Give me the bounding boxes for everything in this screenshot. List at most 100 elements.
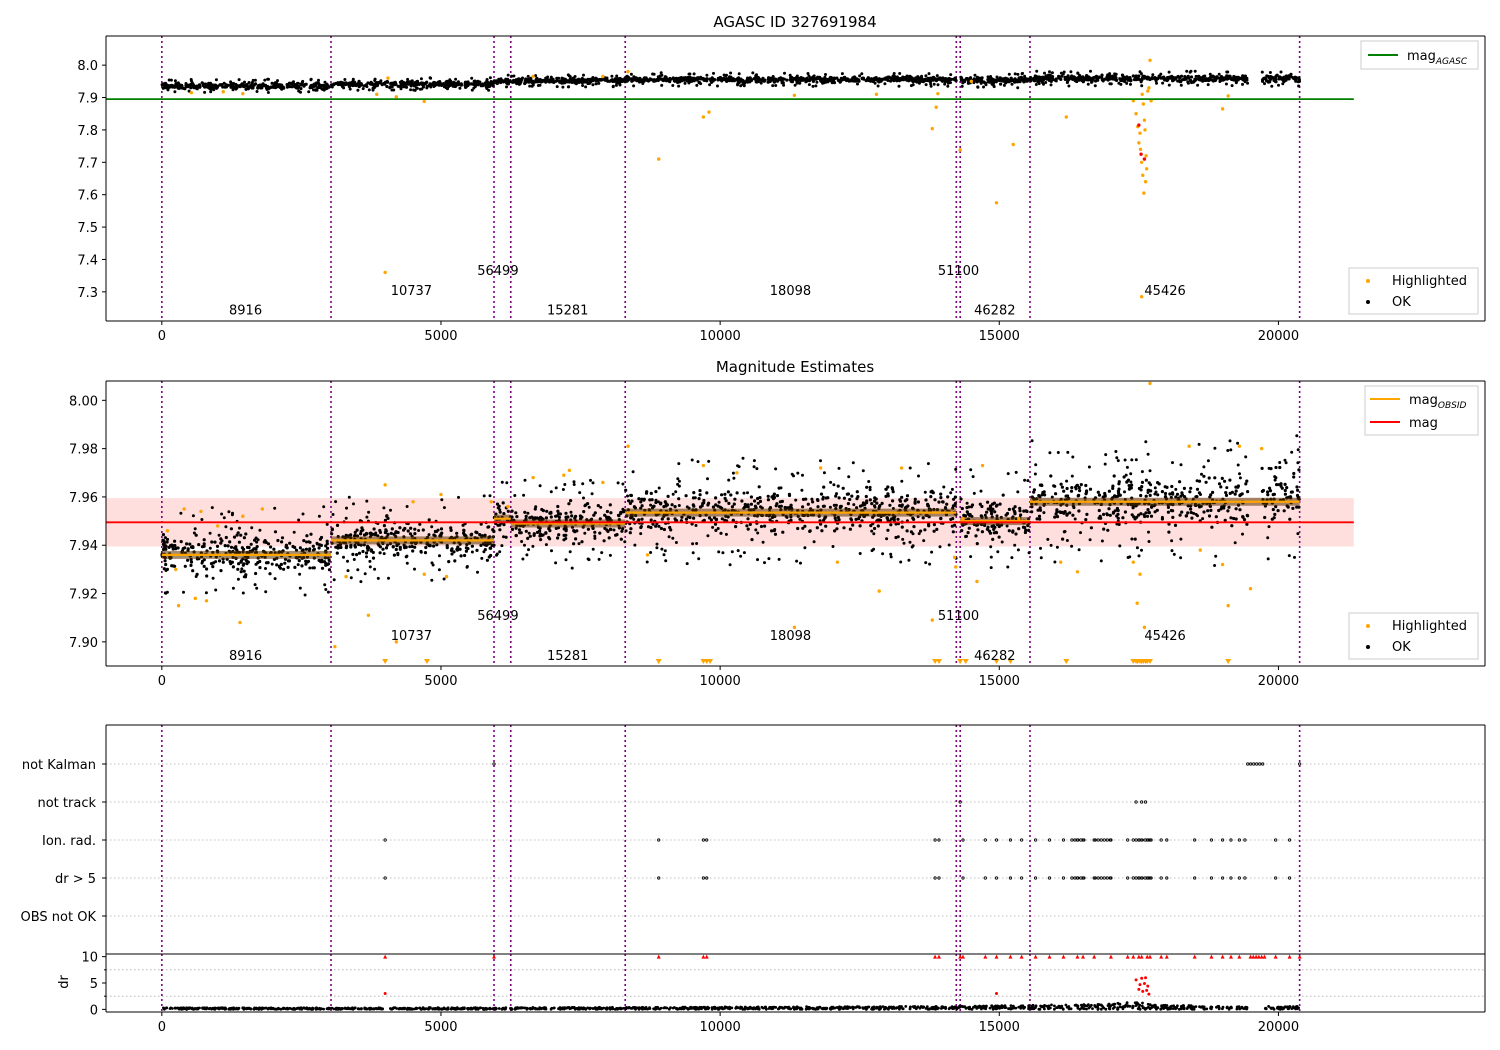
panel-agasc-ok-point: [664, 79, 669, 83]
panel-estimates-ok-point: [693, 496, 697, 500]
panel-estimates-ok-point: [1178, 480, 1182, 484]
panel-estimates-ok-point: [1013, 505, 1017, 509]
panel-estimates-ok-point: [980, 530, 985, 534]
panel-estimates-ok-point: [1071, 455, 1075, 459]
panel-estimates-ok-point: [524, 514, 528, 519]
panel-estimates-ok-point: [359, 532, 363, 536]
panel-agasc-ok-point: [555, 85, 559, 89]
panel-agasc-ok-point: [499, 77, 503, 81]
panel-estimates-ok-point: [1292, 475, 1296, 479]
panel-agasc-ok-point: [517, 77, 521, 81]
panel-agasc-ok-point: [798, 81, 802, 85]
panel-agasc-ok-point: [982, 85, 985, 89]
panel-estimates-ok-point: [1107, 489, 1111, 493]
panel-estimates-ok-point: [733, 497, 737, 501]
panel-agasc-ok-point: [1013, 72, 1017, 76]
panel-agasc-ok-point: [594, 79, 597, 82]
panel-estimates-ok-point: [933, 498, 937, 502]
panel-estimates-ok-point: [1287, 554, 1291, 558]
panel-estimates-ok-point: [1130, 458, 1134, 462]
panel-estimates-ok-point: [923, 528, 927, 532]
panel-estimates-ok-point: [657, 500, 660, 504]
panel-agasc-ok-point: [1197, 74, 1201, 78]
panel-agasc-ok-point: [316, 86, 320, 90]
panel-estimates-ytick-label: 7.94: [69, 539, 98, 554]
panel-estimates-ok-point: [924, 498, 928, 502]
panel-agasc-ok-point: [402, 85, 406, 89]
panel-estimates-ok-point: [1046, 537, 1050, 541]
panel-estimates-ok-point: [632, 517, 636, 521]
panel-agasc-ok-point: [1213, 78, 1217, 83]
panel-estimates-ok-point: [455, 547, 459, 551]
panel-agasc-ok-point: [835, 76, 839, 80]
panel-estimates-ok-point: [217, 559, 222, 563]
panel-estimates-ok-point: [287, 559, 291, 563]
panel-agasc-ok-point: [710, 81, 713, 84]
panel-agasc-ok-point: [295, 82, 299, 85]
panel-agasc-ok-point: [708, 83, 712, 87]
panel-estimates-ok-point: [655, 542, 659, 546]
panel-agasc-ok-point: [1270, 84, 1274, 88]
panel-agasc-ok-point: [563, 81, 567, 85]
panel-estimates-ok-point: [298, 546, 302, 550]
panel-estimates-ok-point: [921, 516, 925, 520]
panel-estimates-ok-point: [1238, 476, 1242, 480]
legend-swatch-black: [1366, 300, 1370, 304]
panel-estimates-ok-point: [226, 544, 230, 548]
panel-agasc-highlighted-point: [1141, 173, 1145, 177]
panel-agasc-ok-point: [737, 72, 741, 76]
panel-agasc-ok-point: [1039, 76, 1043, 80]
panel-estimates-ok-point: [1283, 482, 1287, 486]
panel-estimates-ok-point: [1147, 530, 1150, 534]
panel-estimates-ok-point: [691, 551, 695, 555]
panel-estimates-ok-point: [231, 565, 235, 569]
panel-agasc-ok-point: [924, 83, 928, 87]
panel-estimates-ok-point: [572, 542, 576, 546]
panel-agasc-ok-point: [1123, 79, 1127, 84]
panel-agasc-ok-point: [883, 82, 887, 86]
panel-estimates-ok-point: [743, 502, 747, 507]
panel-estimates-ok-point: [236, 577, 240, 581]
panel-agasc-ok-point: [1186, 74, 1190, 78]
panel-estimates-ok-point: [365, 499, 369, 503]
panel-estimates-ok-point: [629, 527, 633, 531]
panel-agasc-ok-point: [385, 84, 389, 89]
panel-agasc-ok-point: [995, 75, 999, 79]
panel-estimates-ok-point: [1065, 486, 1069, 491]
panel-estimates-ok-point: [645, 490, 649, 494]
panel-estimates-ok-point: [1224, 493, 1229, 497]
panel-agasc-ok-point: [780, 81, 784, 85]
panel-estimates-ok-point: [593, 530, 597, 534]
panel-agasc-ok-point: [776, 79, 779, 83]
panel-estimates-ok-point: [761, 540, 765, 544]
panel-estimates-ok-point: [580, 540, 584, 544]
panel-estimates-ok-point: [515, 515, 519, 519]
panel-agasc-ok-point: [994, 78, 998, 82]
panel-estimates-ok-point: [1032, 488, 1036, 492]
panel-estimates-ok-point: [266, 542, 271, 546]
panel-estimates-ok-point: [1217, 508, 1221, 513]
panel-estimates-ok-point: [834, 503, 838, 507]
panel-estimates-ok-point: [623, 540, 627, 544]
panel-agasc-ok-point: [815, 76, 819, 80]
panel-estimates-ok-point: [858, 524, 862, 528]
panel-estimates-ok-point: [858, 504, 863, 508]
panel-estimates-ok-point: [556, 536, 560, 540]
panel-estimates-ok-point: [373, 567, 377, 571]
panel-agasc-ok-point: [1010, 82, 1014, 86]
panel-estimates-ok-point: [663, 549, 667, 553]
panel-estimates-ok-point: [1079, 531, 1082, 535]
panel-estimates-ok-point: [816, 505, 820, 509]
panel-estimates-ok-point: [587, 505, 591, 509]
panel-estimates-ok-point: [692, 516, 696, 520]
panel-estimates-ok-point: [626, 494, 629, 498]
panel-estimates-ok-point: [163, 536, 167, 540]
panel-agasc-ok-point: [546, 75, 550, 79]
panel-estimates-ok-point: [165, 590, 169, 594]
panel-estimates-ok-point: [244, 532, 248, 536]
panel-agasc-ok-point: [875, 77, 879, 81]
panel-agasc-ok-point: [1062, 70, 1066, 74]
panel-agasc-ok-point: [799, 78, 803, 83]
panel-estimates-ok-point: [346, 569, 350, 573]
panel-agasc-ok-point: [186, 85, 190, 89]
